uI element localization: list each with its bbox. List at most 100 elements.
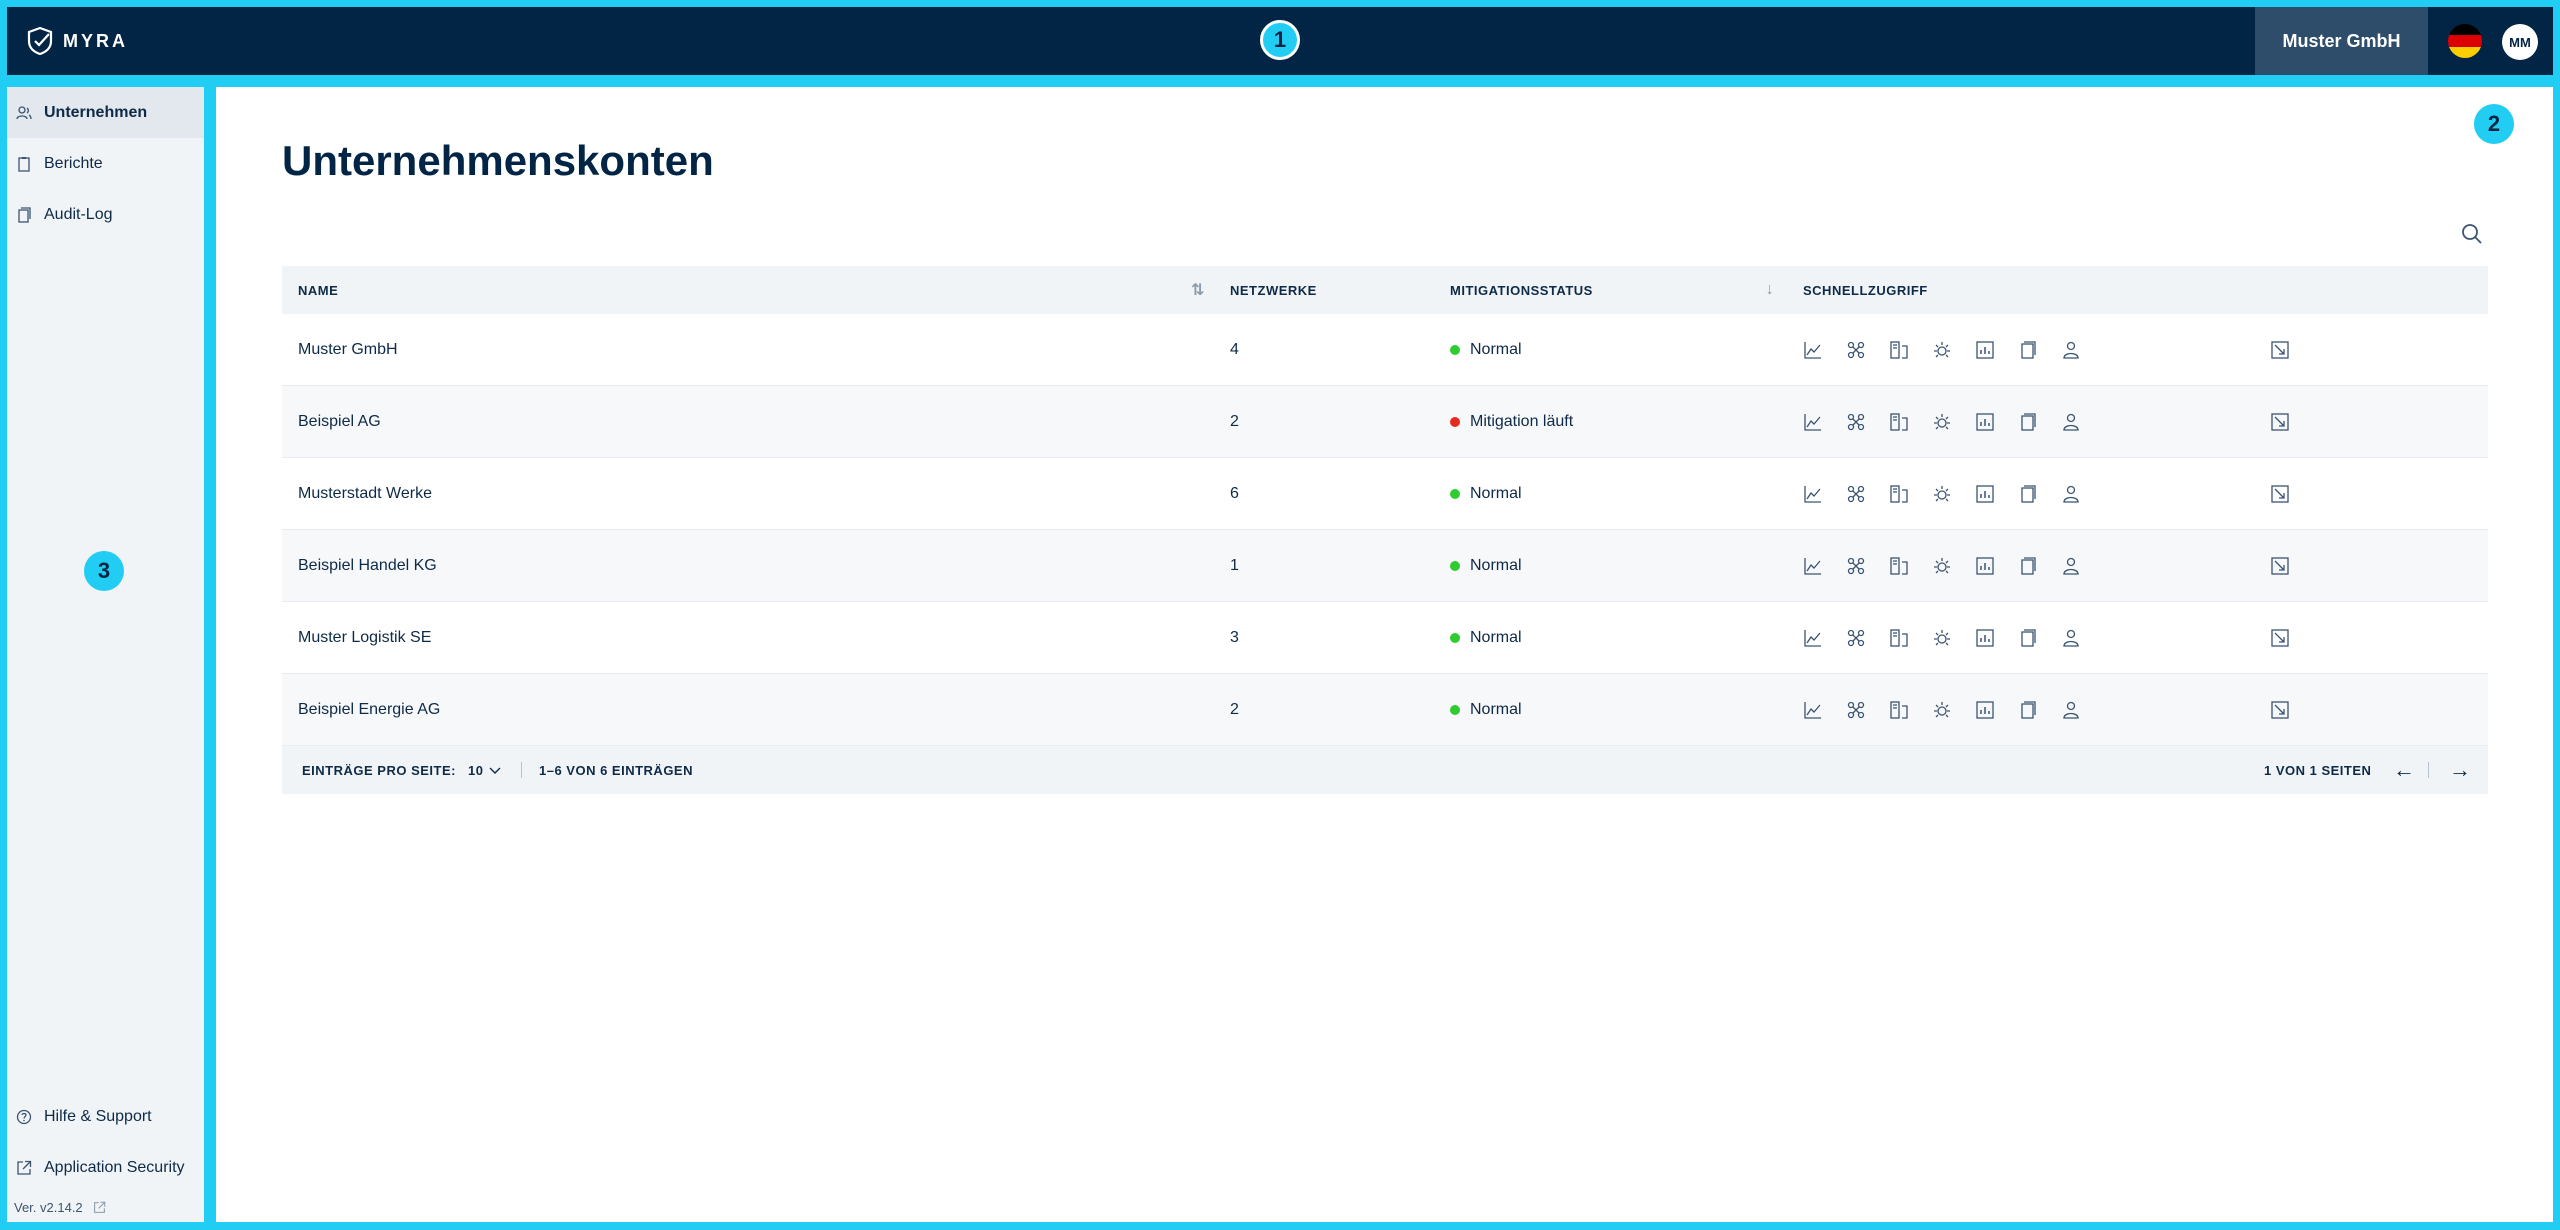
- switch-account-icon: [2271, 413, 2289, 431]
- quick-access-shield-gear-button[interactable]: [1932, 412, 1952, 432]
- shield-gear-icon: [1934, 414, 1950, 430]
- server-icon: [1890, 629, 1908, 647]
- quick-access-network-button[interactable]: [1846, 700, 1866, 720]
- quick-access-user-button[interactable]: [2061, 556, 2081, 576]
- quick-access-report-button[interactable]: [1975, 412, 1995, 432]
- sort-both-icon[interactable]: ⇅: [1191, 282, 1205, 299]
- switch-account-button[interactable]: [2270, 700, 2290, 720]
- document-icon: [2021, 485, 2036, 503]
- user-icon: [2063, 557, 2079, 575]
- sidebar-item-unternehmen[interactable]: Unternehmen: [7, 87, 204, 138]
- table-row[interactable]: Beispiel Energie AG 2 Normal: [282, 674, 2488, 746]
- status-text: Normal: [1470, 341, 1522, 358]
- server-icon: [1890, 413, 1908, 431]
- company-name[interactable]: Beispiel Energie AG: [298, 701, 441, 718]
- german-flag-icon[interactable]: [2448, 24, 2482, 58]
- quick-access-chart-button[interactable]: [1803, 556, 1823, 576]
- quick-access-document-button[interactable]: [2018, 628, 2038, 648]
- quick-access-network-button[interactable]: [1846, 556, 1866, 576]
- status-text: Normal: [1470, 701, 1522, 718]
- quick-access-shield-gear-button[interactable]: [1932, 484, 1952, 504]
- quick-access-network-button[interactable]: [1846, 628, 1866, 648]
- quick-access-shield-gear-button[interactable]: [1932, 556, 1952, 576]
- quick-access-user-button[interactable]: [2061, 484, 2081, 504]
- quick-access-report-button[interactable]: [1975, 556, 1995, 576]
- quick-access-server-button[interactable]: [1889, 340, 1909, 360]
- quick-access-user-button[interactable]: [2061, 340, 2081, 360]
- quick-access-user-button[interactable]: [2061, 700, 2081, 720]
- quick-access-document-button[interactable]: [2018, 340, 2038, 360]
- quick-access-user-button[interactable]: [2061, 412, 2081, 432]
- table-row[interactable]: Muster GmbH 4 Normal: [282, 314, 2488, 386]
- switch-account-button[interactable]: [2270, 484, 2290, 504]
- chart-icon: [1804, 342, 1821, 359]
- server-icon: [1890, 485, 1908, 503]
- mitigation-status: Normal: [1450, 530, 1522, 602]
- search-button[interactable]: [2459, 221, 2485, 247]
- switch-account-button[interactable]: [2270, 556, 2290, 576]
- network-icon: [1847, 485, 1865, 503]
- switch-account-button[interactable]: [2270, 628, 2290, 648]
- divider: [521, 762, 522, 778]
- sidebar-item-application-security[interactable]: Application Security: [7, 1142, 204, 1193]
- company-name[interactable]: Muster Logistik SE: [298, 629, 432, 646]
- quick-access-document-button[interactable]: [2018, 700, 2038, 720]
- sidebar-item-berichte[interactable]: Berichte: [7, 138, 204, 189]
- table-row[interactable]: Beispiel AG 2 Mitigation läuft: [282, 386, 2488, 458]
- quick-access-report-button[interactable]: [1975, 628, 1995, 648]
- switch-account-button[interactable]: [2270, 340, 2290, 360]
- quick-access-chart-button[interactable]: [1803, 340, 1823, 360]
- per-page-select[interactable]: 10: [468, 746, 501, 794]
- column-header-name[interactable]: NAME: [298, 282, 339, 298]
- main-content: Unternehmenskonten NAME ⇅ NETZWERKE MITI…: [216, 87, 2553, 1222]
- quick-access-chart-button[interactable]: [1803, 484, 1823, 504]
- user-icon: [2063, 341, 2079, 359]
- app-version[interactable]: Ver. v2.14.2: [14, 1200, 106, 1215]
- quick-access-server-button[interactable]: [1889, 484, 1909, 504]
- quick-access-user-button[interactable]: [2061, 628, 2081, 648]
- company-name[interactable]: Muster GmbH: [298, 341, 398, 358]
- quick-access-report-button[interactable]: [1975, 484, 1995, 504]
- sidebar-item-label: Audit-Log: [44, 205, 113, 223]
- user-avatar[interactable]: MM: [2502, 24, 2538, 60]
- company-name[interactable]: Beispiel Handel KG: [298, 557, 437, 574]
- switch-account-button[interactable]: [2270, 412, 2290, 432]
- sidebar-item-audit-log[interactable]: Audit-Log: [7, 189, 204, 240]
- quick-access-chart-button[interactable]: [1803, 628, 1823, 648]
- quick-access-document-button[interactable]: [2018, 412, 2038, 432]
- company-name[interactable]: Musterstadt Werke: [298, 485, 432, 502]
- table-row[interactable]: Muster Logistik SE 3 Normal: [282, 602, 2488, 674]
- report-icon: [1976, 341, 1994, 359]
- mitigation-status: Normal: [1450, 674, 1522, 746]
- quick-access-network-button[interactable]: [1846, 340, 1866, 360]
- quick-access-network-button[interactable]: [1846, 412, 1866, 432]
- column-header-networks[interactable]: NETZWERKE: [1230, 282, 1317, 298]
- quick-access-document-button[interactable]: [2018, 484, 2038, 504]
- company-switcher-button[interactable]: Muster GmbH: [2255, 7, 2428, 75]
- help-icon: [15, 1108, 33, 1126]
- prev-page-button[interactable]: ←: [2393, 757, 2416, 782]
- network-count: 6: [1230, 485, 1239, 502]
- quick-access-network-button[interactable]: [1846, 484, 1866, 504]
- quick-access-chart-button[interactable]: [1803, 412, 1823, 432]
- quick-access-shield-gear-button[interactable]: [1932, 340, 1952, 360]
- quick-access-server-button[interactable]: [1889, 412, 1909, 432]
- quick-access-server-button[interactable]: [1889, 556, 1909, 576]
- table-row[interactable]: Beispiel Handel KG 1 Normal: [282, 530, 2488, 602]
- myra-logo[interactable]: MYRA: [27, 7, 128, 75]
- quick-access-report-button[interactable]: [1975, 700, 1995, 720]
- quick-access-server-button[interactable]: [1889, 700, 1909, 720]
- sort-down-icon[interactable]: ↓: [1765, 281, 1775, 298]
- company-name[interactable]: Beispiel AG: [298, 413, 381, 430]
- quick-access-chart-button[interactable]: [1803, 700, 1823, 720]
- report-icon: [1976, 485, 1994, 503]
- sidebar-item-help[interactable]: Hilfe & Support: [7, 1091, 204, 1142]
- quick-access-shield-gear-button[interactable]: [1932, 628, 1952, 648]
- quick-access-server-button[interactable]: [1889, 628, 1909, 648]
- quick-access-shield-gear-button[interactable]: [1932, 700, 1952, 720]
- table-row[interactable]: Musterstadt Werke 6 Normal: [282, 458, 2488, 530]
- next-page-button[interactable]: →: [2449, 757, 2472, 782]
- quick-access-document-button[interactable]: [2018, 556, 2038, 576]
- column-header-mitigation[interactable]: MITIGATIONSSTATUS: [1450, 282, 1593, 298]
- quick-access-report-button[interactable]: [1975, 340, 1995, 360]
